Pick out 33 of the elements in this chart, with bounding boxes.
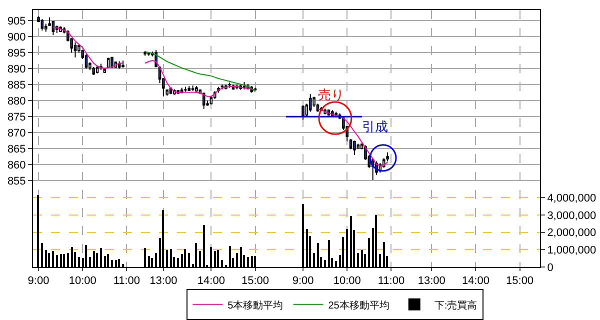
x-tick-label: 15:00: [242, 275, 270, 288]
legend-label: 下:売買高: [434, 299, 478, 312]
y-tick-label: 885: [7, 79, 26, 92]
y-tick-label: 900: [7, 31, 26, 44]
legend-label: 25本移動平均: [328, 299, 390, 312]
y2-tick-label: 4,000,000: [547, 192, 596, 205]
y-tick-label: 880: [7, 95, 26, 108]
y2-tick-label: 0: [547, 262, 554, 274]
y-tick-label: 875: [7, 111, 26, 124]
y-tick-label: 865: [7, 143, 26, 156]
x-tick-label: 10:00: [68, 275, 96, 288]
x-tick-label: 14:00: [197, 275, 225, 288]
annotation: 引成: [362, 119, 388, 134]
x-tick-label: 11:00: [378, 275, 405, 288]
y2-tick-label: 3,000,000: [547, 210, 596, 222]
x-tick-label: 15:00: [506, 275, 534, 288]
y-tick-label: 870: [7, 127, 26, 140]
x-tick-label: 10:00: [333, 275, 361, 288]
y-tick-label: 860: [7, 159, 26, 172]
y2-tick-label: 2,000,000: [547, 227, 596, 240]
y2-tick-label: 1,000,000: [547, 244, 596, 257]
y-tick-label: 895: [7, 47, 26, 60]
x-tick-label: 9:00: [292, 275, 314, 288]
x-tick-label: 13:00: [150, 275, 178, 288]
legend-label: 5本移動平均: [228, 299, 284, 312]
x-tick-label: 11:00: [113, 275, 140, 288]
x-tick-label: 14:00: [462, 275, 490, 288]
y-tick-label: 890: [7, 63, 26, 76]
y-tick-label: 905: [7, 15, 26, 28]
x-tick-label: 9:00: [28, 275, 50, 288]
y-tick-label: 855: [7, 175, 26, 188]
x-tick-label: 13:00: [418, 275, 446, 288]
annotation: 売り: [318, 87, 344, 102]
